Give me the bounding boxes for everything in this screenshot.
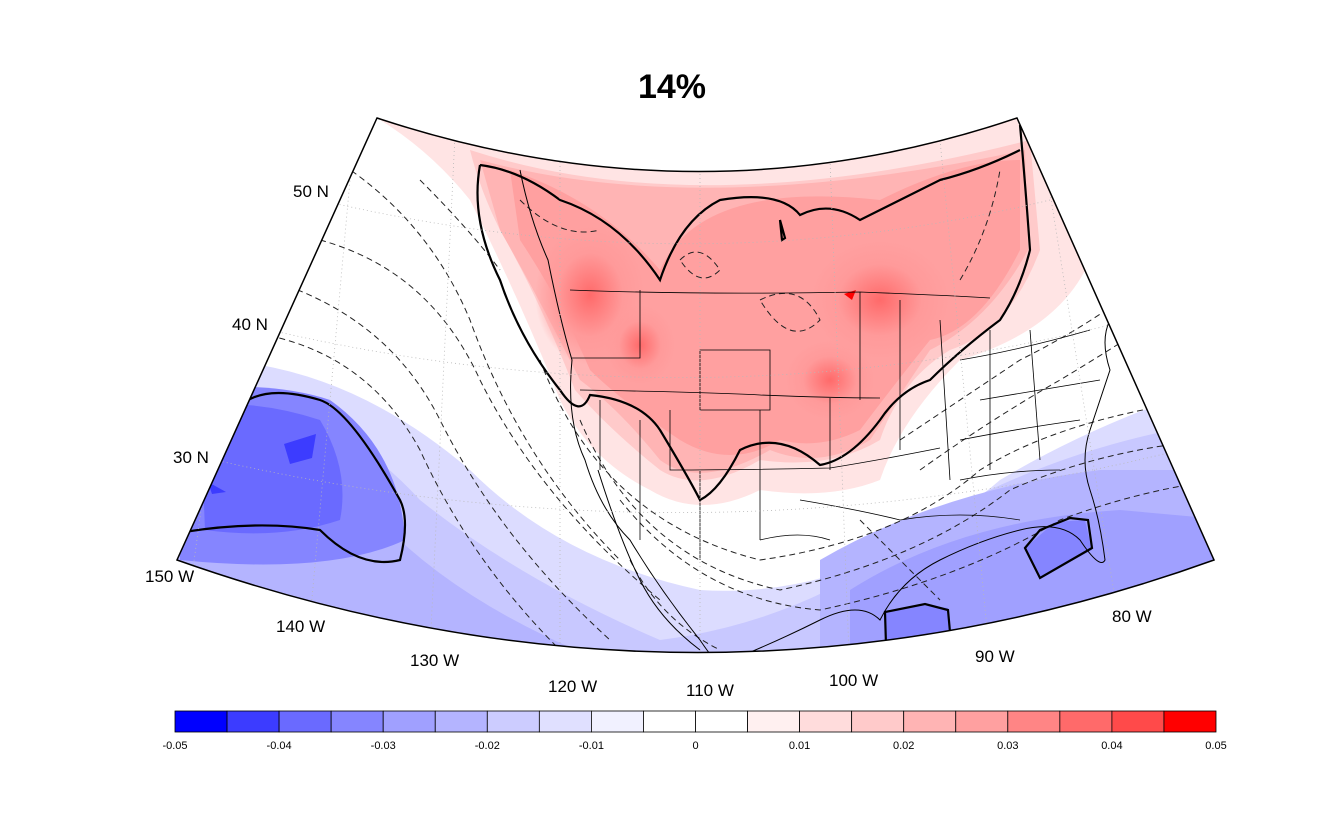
colorbar-swatch [747, 710, 800, 733]
lat-label-30n: 30 N [173, 448, 209, 467]
lon-label-100w: 100 W [829, 671, 878, 690]
colorbar-tick-label: -0.04 [267, 740, 292, 752]
colorbar-tick-label: -0.01 [579, 740, 604, 752]
colorbar: -0.05 -0.04 -0.03 -0.02 -0.01 0 0.01 0.02 0.03 0.… [162, 710, 1227, 752]
colorbar-swatch [538, 710, 592, 733]
colorbar-swatches [174, 710, 1217, 733]
colorbar-swatch [1163, 710, 1217, 733]
colorbar-ticks: -0.05 -0.04 -0.03 -0.02 -0.01 0 0.01 0.02 0.03 0.… [162, 740, 1226, 752]
colorbar-swatch [851, 710, 905, 733]
colorbar-swatch [330, 710, 384, 733]
map-field [177, 118, 1214, 653]
map-title: 14% [637, 68, 707, 106]
lon-label-120w: 120 W [548, 677, 597, 696]
colorbar-swatch [955, 710, 1009, 733]
colorbar-swatch [486, 710, 540, 733]
lon-label-80w: 80 W [1112, 607, 1152, 626]
colorbar-swatch [174, 710, 228, 733]
colorbar-tick-label: 0.01 [789, 740, 810, 752]
colorbar-tick-label: 0 [692, 740, 698, 752]
latitude-labels: 50 N 40 N 30 N [173, 182, 329, 467]
lon-label-90w: 90 W [975, 647, 1015, 666]
colorbar-swatch [382, 710, 436, 733]
colorbar-tick-label: 0.05 [1205, 740, 1226, 752]
colorbar-tick-label: -0.03 [371, 740, 396, 752]
colorbar-tick-label: -0.02 [475, 740, 500, 752]
colorbar-swatch [1111, 710, 1165, 733]
lon-label-110w: 110 W [686, 681, 734, 700]
colorbar-swatch [903, 710, 957, 733]
lon-label-130w: 130 W [410, 651, 459, 670]
colorbar-swatch [643, 710, 696, 733]
colorbar-swatch [591, 710, 644, 733]
colorbar-swatch [278, 710, 332, 733]
lon-label-150w: 150 W [145, 567, 194, 586]
colorbar-swatch [1059, 710, 1113, 733]
lon-label-140w: 140 W [276, 617, 325, 636]
colorbar-tick-label: -0.05 [162, 740, 187, 752]
colorbar-swatch [695, 710, 748, 733]
colorbar-tick-label: 0.02 [893, 740, 914, 752]
colorbar-swatch [434, 710, 488, 733]
colorbar-tick-label: 0.04 [1101, 740, 1122, 752]
colorbar-swatch [226, 710, 280, 733]
lat-label-50n: 50 N [293, 182, 329, 201]
lat-label-40n: 40 N [232, 315, 268, 334]
longitude-labels: 150 W 140 W 130 W 120 W 110 W 100 W 90 W… [145, 567, 1152, 700]
map-frame [175, 117, 1216, 654]
colorbar-swatch [799, 710, 853, 733]
colorbar-tick-label: 0.03 [997, 740, 1018, 752]
colorbar-swatch [1007, 710, 1061, 733]
